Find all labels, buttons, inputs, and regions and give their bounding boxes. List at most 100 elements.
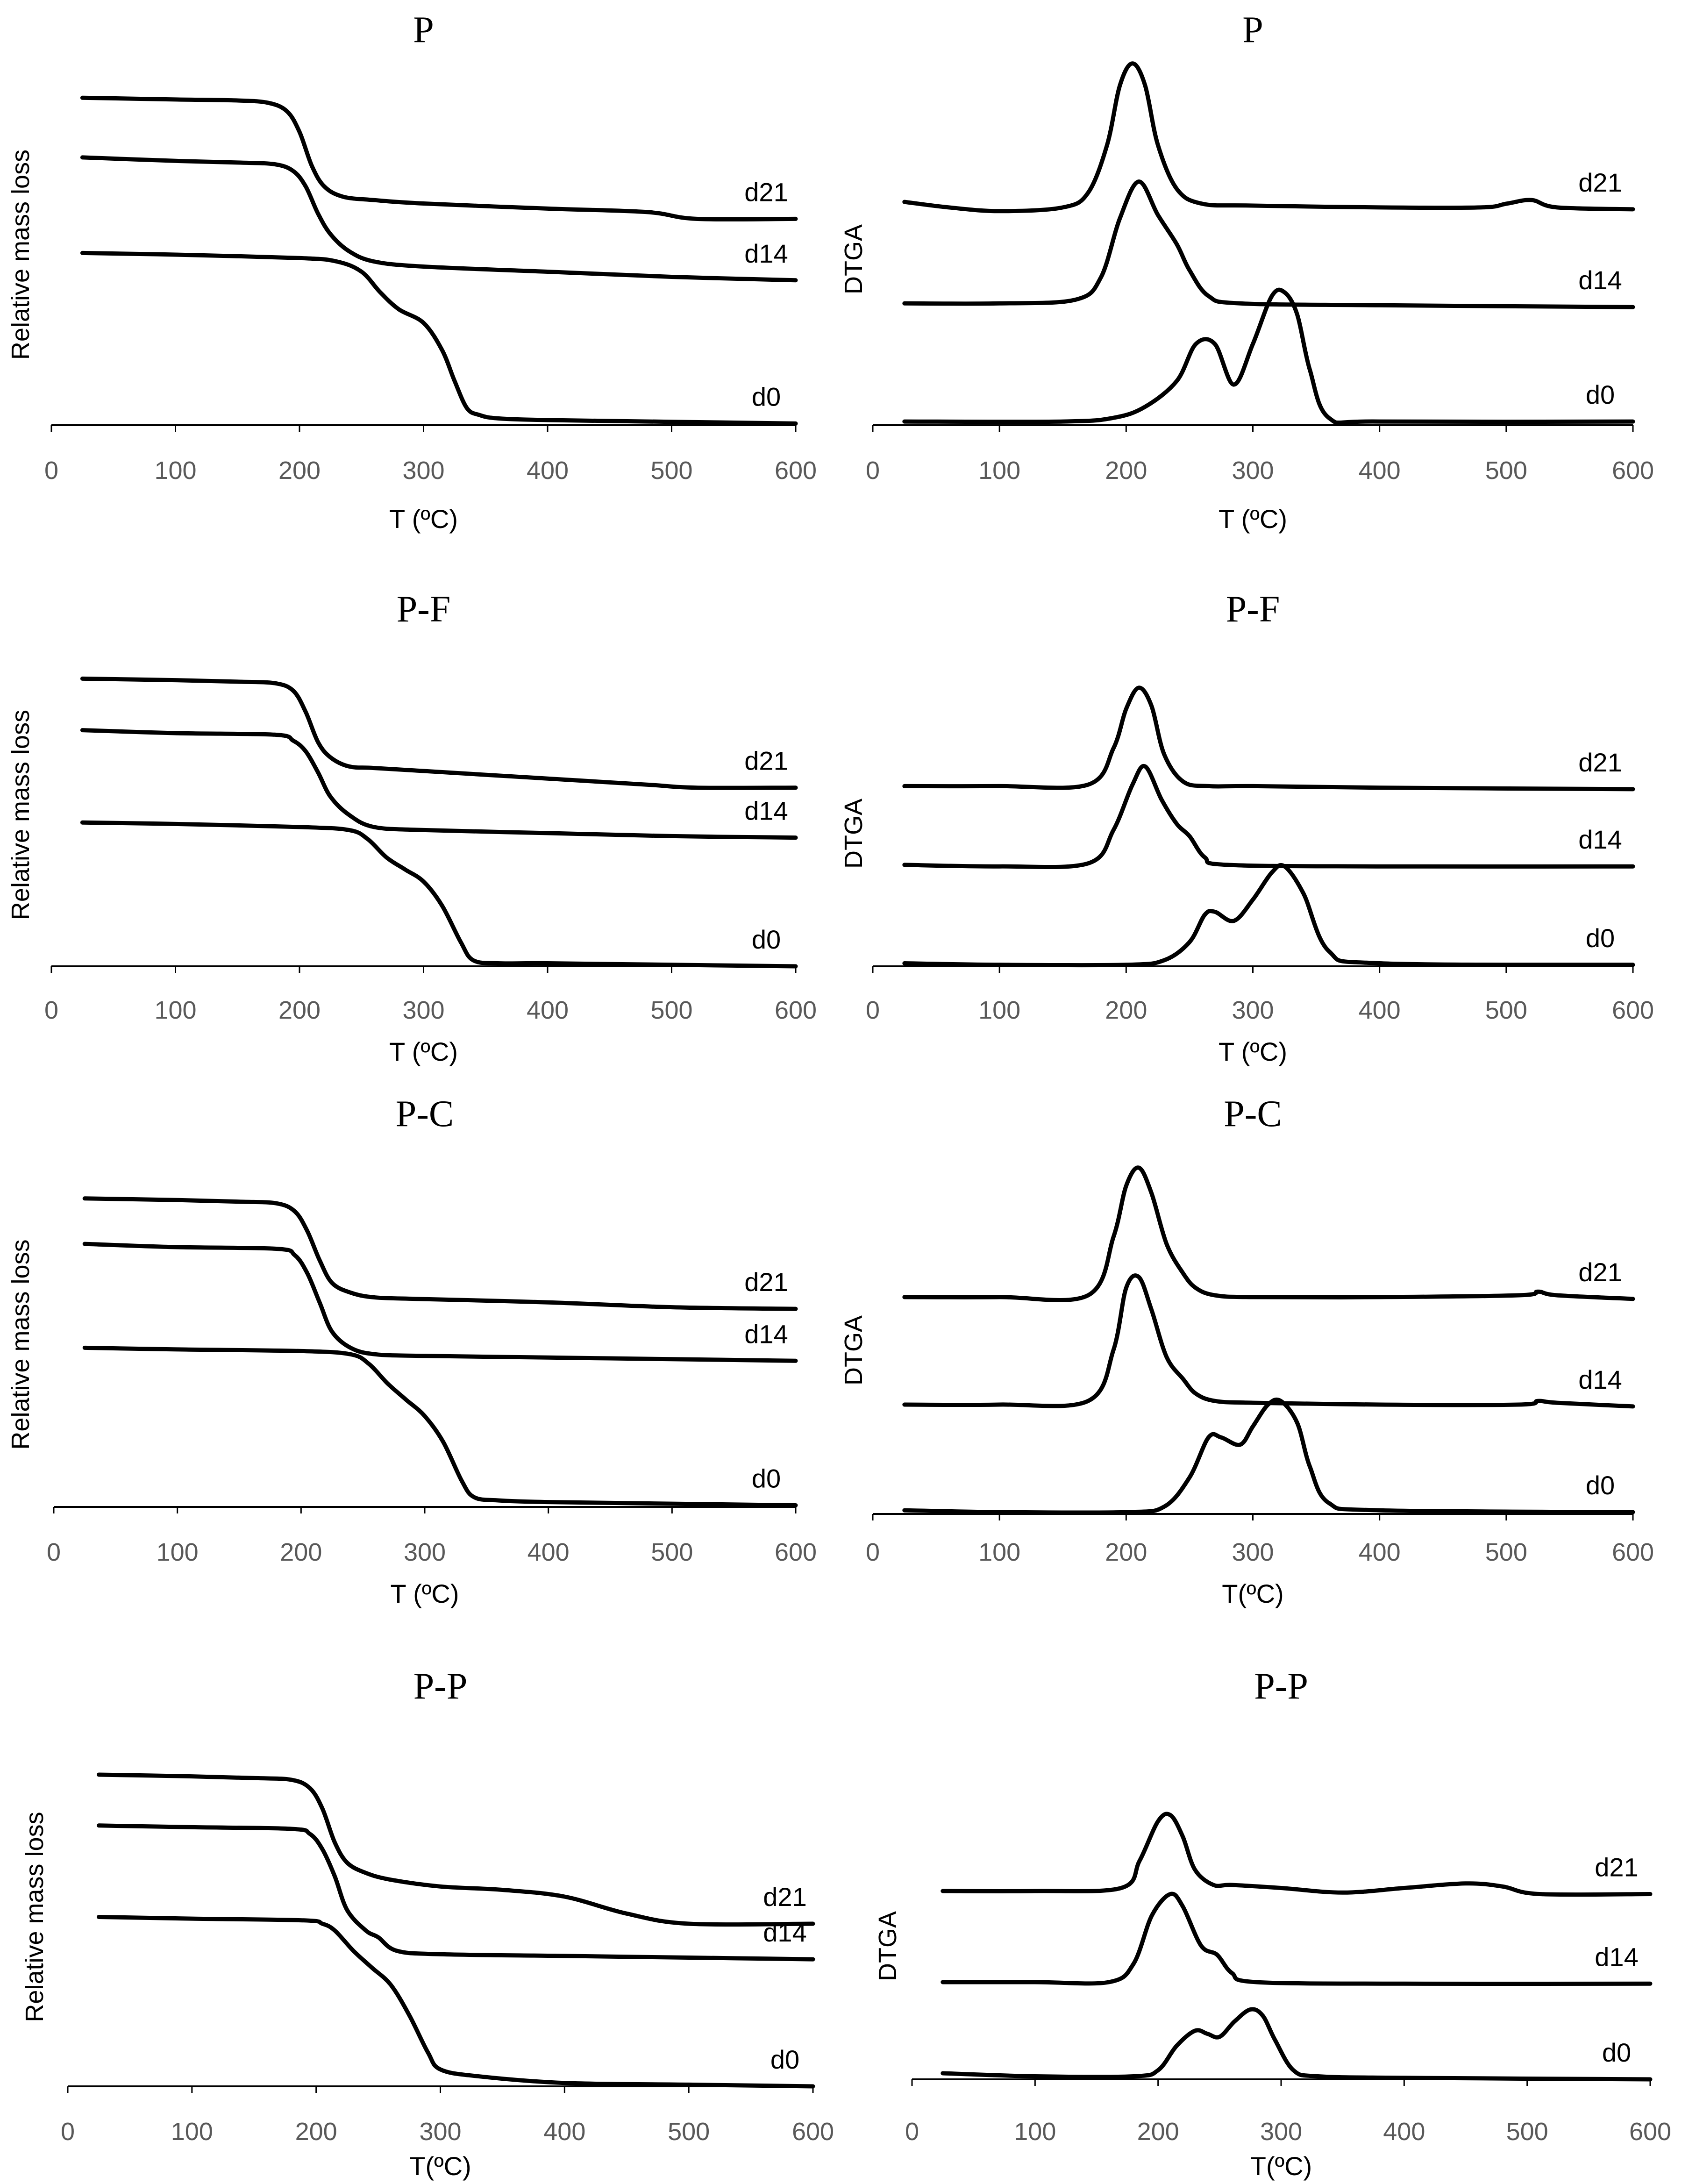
panel-P-DTGA: P 0 100 200 300 400 500 600 T (ºC) DTGA d21 d14 d0 [840,9,1654,534]
x-tick-label: 0 [905,2118,919,2146]
series-label-d21: d21 [1578,748,1622,777]
x-tick-label: 400 [543,2118,585,2146]
x-tick-label: 0 [866,996,880,1024]
x-tick-label: 200 [278,996,321,1024]
x-tick-label: 0 [44,996,58,1024]
series-label-d21: d21 [744,746,788,776]
series-line-d14 [80,728,798,840]
x-tick-label: 300 [1232,1538,1274,1566]
y-axis-label: Relative mass loss [7,710,35,920]
x-tick-label: 200 [1105,1538,1147,1566]
series-label-d0: d0 [752,925,781,954]
x-tick-label: 600 [1612,457,1654,485]
x-tick-label: 100 [978,457,1020,485]
x-axis-label: T (ºC) [389,504,458,534]
x-tick-label: 300 [1260,2118,1302,2146]
panel-P-C-DTGA: P-C 0 100 200 300 400 500 600 T(ºC) DTGA d21 d14 d0 [840,1093,1654,1608]
x-tick-label: 500 [650,996,692,1024]
x-tick-label: 200 [295,2118,337,2146]
x-tick-label: 200 [1137,2118,1179,2146]
x-tick-label: 600 [1629,2118,1671,2146]
series-label-d0: d0 [1586,380,1615,409]
panel-title: P-C [1224,1093,1282,1135]
y-axis-label: Relative mass loss [7,150,35,360]
x-axis-label: T(ºC) [409,2151,471,2181]
x-tick-label: 500 [668,2118,710,2146]
x-axis-label: T (ºC) [1219,1037,1287,1066]
series-line-d21 [902,1165,1635,1302]
x-tick-label: 500 [651,1538,693,1566]
x-tick-label: 500 [1506,2118,1548,2146]
series-line-d0 [80,250,798,426]
series-label-d14: d14 [744,796,788,826]
series-line-d14 [902,1273,1635,1409]
x-tick-label: 200 [1105,457,1147,485]
series-line-d21 [80,676,798,790]
y-axis-label: Relative mass loss [7,1239,35,1449]
x-tick-label: 100 [154,996,196,1024]
x-axis-label: T(ºC) [1222,1579,1283,1608]
x-tick-label: 500 [650,457,692,485]
x-tick-label: 400 [1383,2118,1425,2146]
panel-title: P-F [397,589,451,630]
series-label-d0: d0 [1602,2038,1631,2067]
x-tick-label: 100 [171,2118,213,2146]
series-line-d21 [97,1772,815,1927]
x-tick-label: 600 [792,2118,834,2146]
x-tick-label: 500 [1485,1538,1527,1566]
series-label-d0: d0 [752,1464,781,1493]
x-tick-label: 400 [1359,457,1401,485]
panel-P-F-TGA: P-F 0 100 200 300 400 500 600 T (ºC) Relative mas… [7,589,817,1066]
x-tick-label: 600 [775,457,817,485]
x-tick-label: 0 [44,457,58,485]
series-line-d0 [902,863,1635,968]
x-tick-label: 500 [1485,457,1527,485]
x-tick-label: 100 [154,457,196,485]
series-label-d14: d14 [744,1319,788,1349]
x-tick-label: 0 [866,457,880,485]
panel-title: P [413,9,434,50]
series-label-d21: d21 [1595,1853,1638,1882]
panel-title: P-F [1226,589,1280,630]
series-label-d0: d0 [770,2045,799,2074]
x-tick-label: 0 [866,1538,880,1566]
panel-title: P [1242,9,1263,50]
panel-title: P-P [413,1666,468,1707]
series-label-d21: d21 [744,177,788,207]
x-tick-label: 300 [419,2118,461,2146]
x-tick-label: 600 [775,1538,817,1566]
x-tick-label: 100 [978,996,1020,1024]
series-label-d0: d0 [1586,1470,1615,1500]
x-tick-label: 200 [1105,996,1147,1024]
y-axis-label: DTGA [840,799,868,869]
y-axis-label: DTGA [840,224,868,294]
y-axis-label: DTGA [840,1315,868,1385]
series-line-d21 [82,1196,798,1311]
series-label-d14: d14 [763,1918,806,1947]
series-label-d14: d14 [1578,265,1622,295]
series-line-d14 [941,1891,1653,1986]
x-tick-label: 300 [402,457,444,485]
panel-P-P-DTGA: P-P 0 100 200 300 400 500 600 T(ºC) DTGA d21 d14 d0 [874,1666,1671,2181]
x-tick-label: 600 [775,996,817,1024]
x-axis-label: T (ºC) [391,1579,459,1608]
x-tick-label: 100 [157,1538,199,1566]
x-tick-label: 100 [1014,2118,1056,2146]
x-tick-label: 300 [404,1538,446,1566]
x-tick-label: 300 [402,996,444,1024]
series-line-d14 [82,1242,798,1363]
x-tick-label: 0 [47,1538,61,1566]
y-axis-label: DTGA [874,1911,902,1981]
series-line-d21 [902,685,1635,792]
series-line-d14 [97,1823,815,1962]
x-tick-label: 600 [1612,1538,1654,1566]
series-label-d14: d14 [1595,1942,1638,1971]
x-tick-label: 400 [1359,996,1401,1024]
x-tick-label: 400 [527,1538,570,1566]
x-axis-label: T(ºC) [1250,2151,1312,2181]
panel-title: P-P [1254,1666,1308,1707]
x-tick-label: 200 [278,457,321,485]
series-label-d0: d0 [1586,923,1615,953]
series-line-d21 [902,61,1635,214]
